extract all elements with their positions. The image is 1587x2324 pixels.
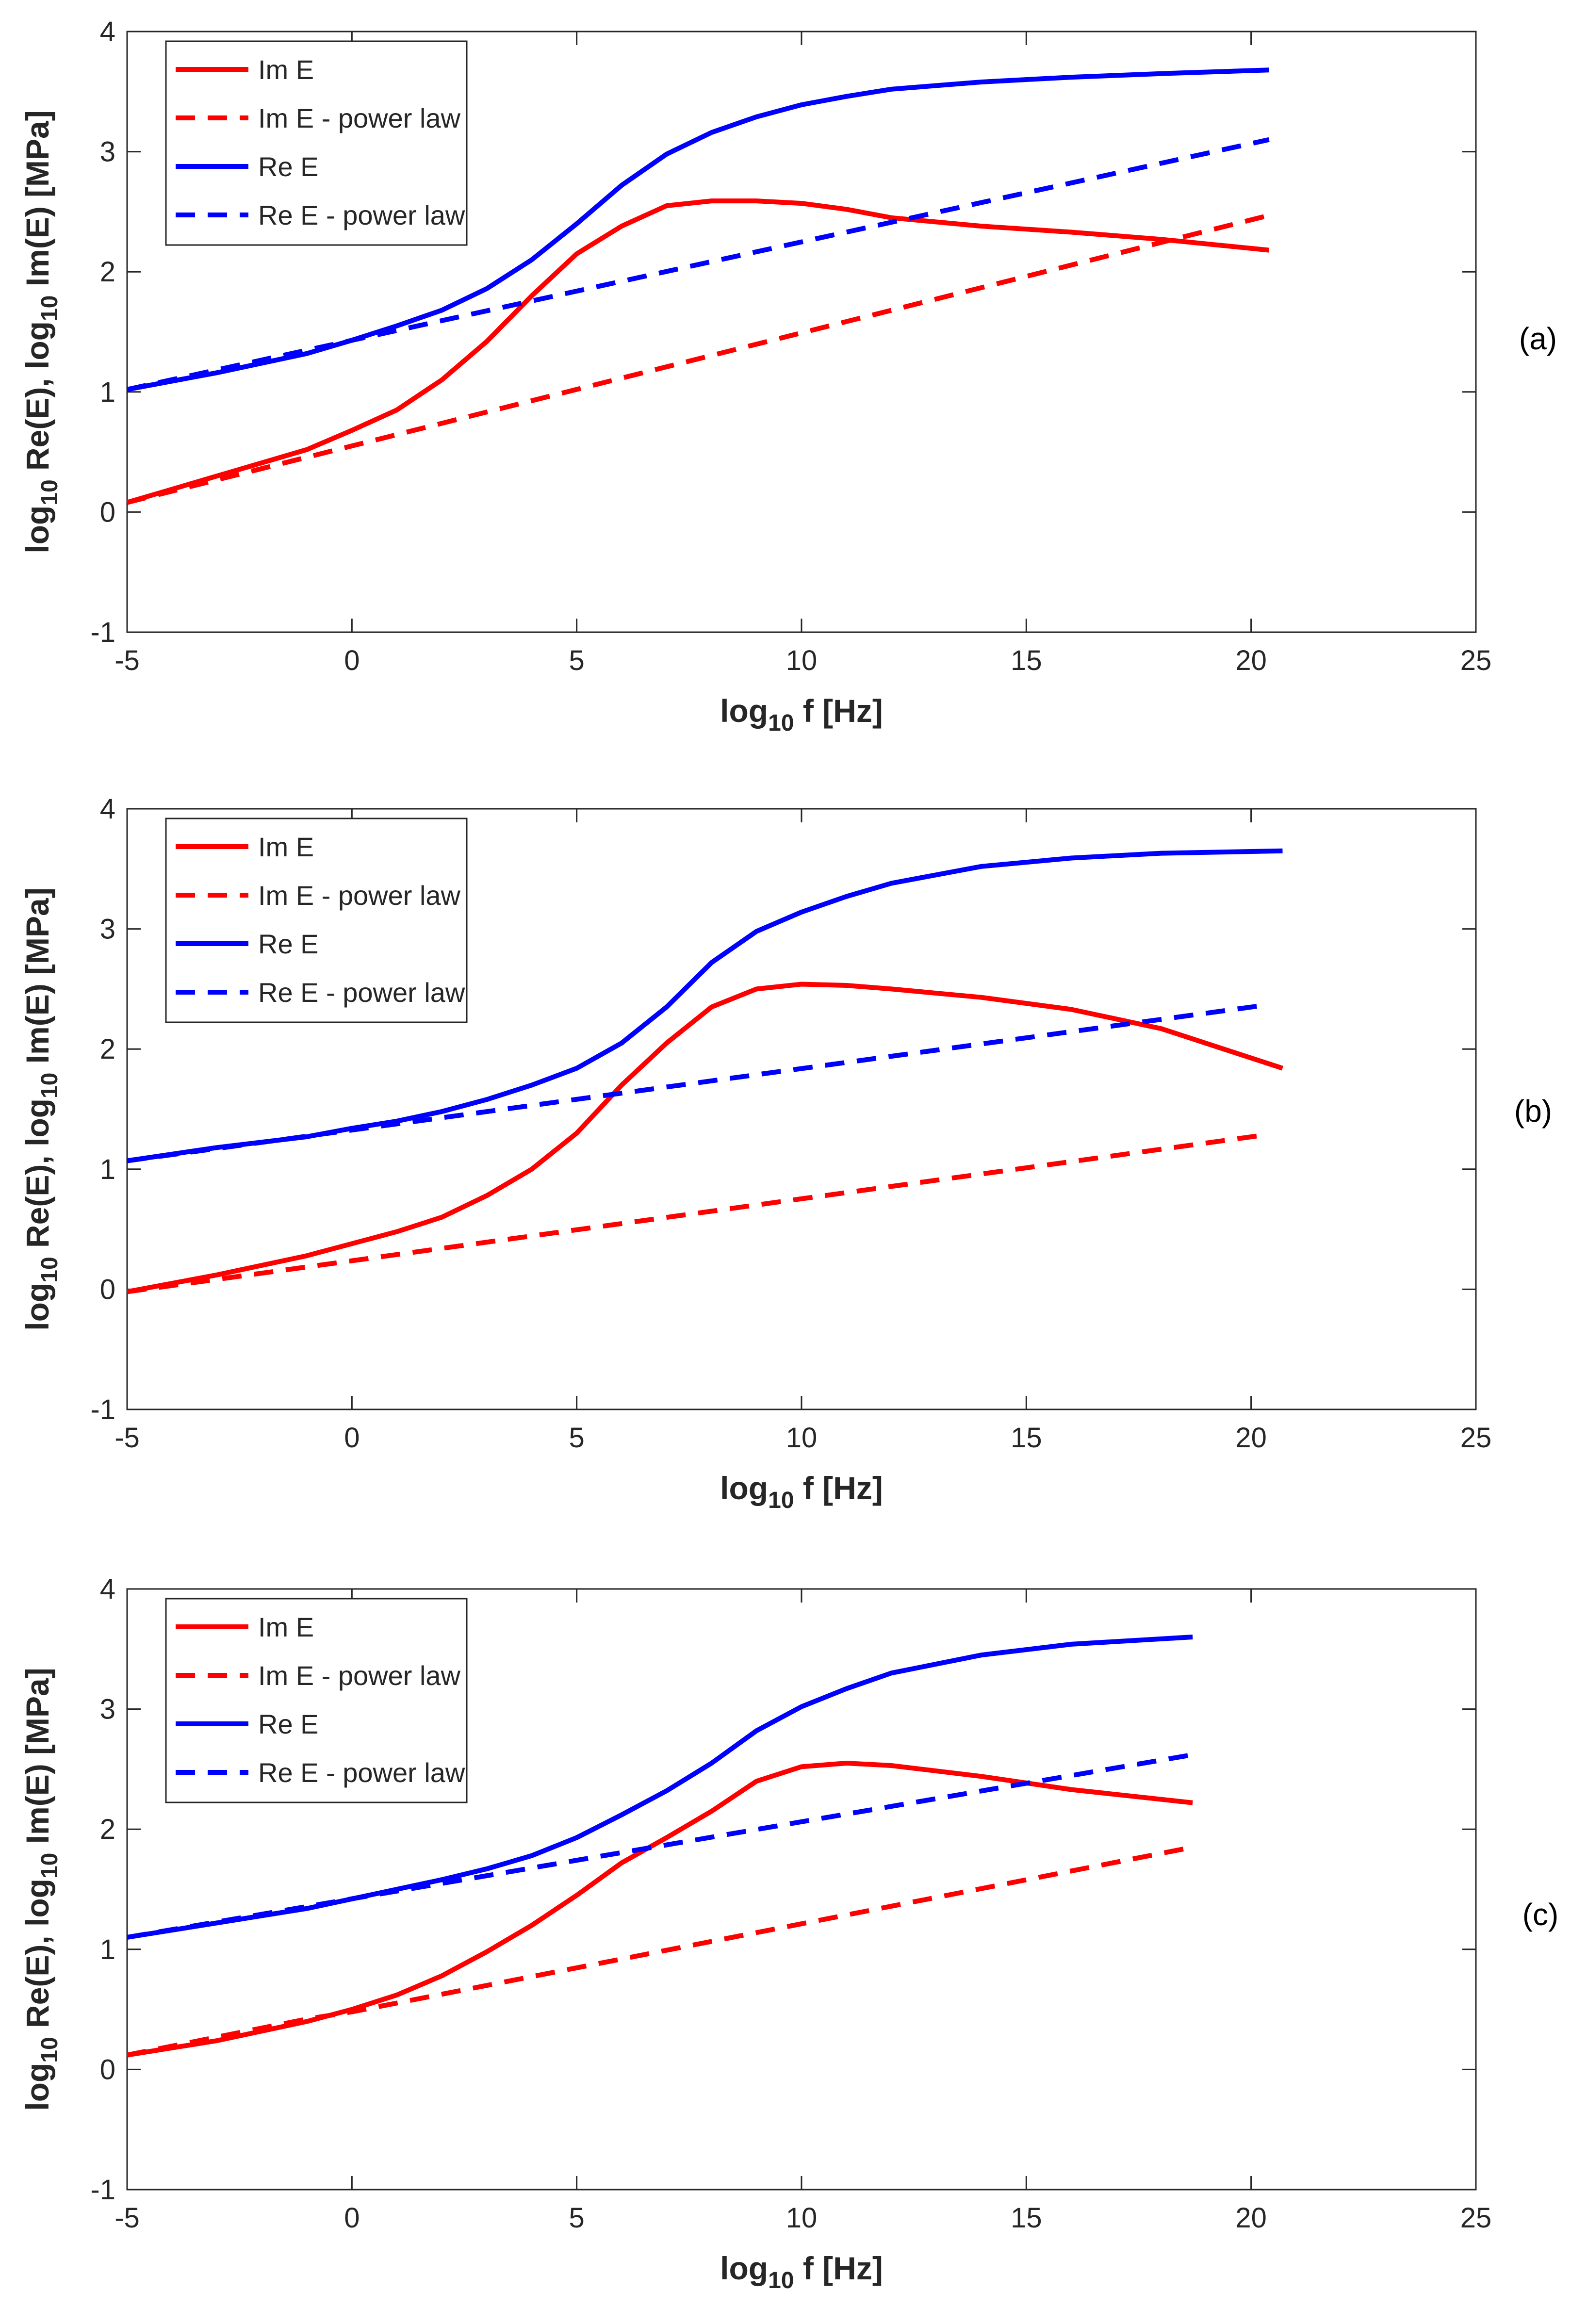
y-tick-label: 1 [100, 1934, 115, 1965]
legend-box [165, 1598, 468, 1803]
legend-entry-label: Re E - power law [258, 200, 465, 230]
legend-entry-label: Re E - power law [258, 1757, 465, 1788]
series-line-im-e-power-law [126, 213, 1270, 505]
x-tick-label: 20 [1235, 2202, 1267, 2234]
y-tick-label: 3 [100, 1694, 115, 1725]
legend-entry-label: Im E - power law [258, 880, 461, 911]
x-tick-label: 10 [786, 645, 818, 676]
chart-panel-c: -5 0 5 10 15 20 25 -1 0 1 2 3 4 Im E Im E - power law… [19, 1573, 1558, 2293]
y-tick-label: 0 [100, 1274, 115, 1305]
y-tick-label: 3 [100, 914, 115, 945]
legend-entry-label: Im E [258, 1612, 314, 1642]
panel-label: (c) [1522, 1897, 1559, 1932]
legend: Im E Im E - power law Re E Re E - power law [165, 40, 468, 246]
x-tick-label: -5 [115, 1422, 140, 1454]
y-axis-label: log10 Re(E), log10 Im(E) [MPa] [19, 110, 63, 553]
y-tick-label: 4 [100, 1573, 115, 1605]
x-tick-label: 25 [1460, 645, 1492, 676]
legend-entry-label: Im E [258, 54, 314, 85]
y-tick-label: 3 [100, 136, 115, 168]
legend-entry-label: Re E [258, 1709, 319, 1739]
y-tick-label: 1 [100, 1154, 115, 1185]
x-tick-label: 5 [569, 645, 585, 676]
x-tick-label: 10 [786, 1422, 818, 1454]
y-tick-label: 4 [100, 793, 115, 825]
y-axis-label: log10 Re(E), log10 Im(E) [MPa] [19, 1668, 63, 2111]
legend-entry-label: Im E - power law [258, 103, 461, 133]
legend-entry-label: Im E - power law [258, 1660, 461, 1691]
series-line-re-e-power-law [127, 1752, 1194, 1940]
y-tick-label: 1 [100, 376, 115, 408]
legend-entry-label: Re E - power law [258, 977, 465, 1008]
y-tick-label: 2 [100, 1814, 115, 1845]
x-tick-label: 25 [1460, 2202, 1492, 2234]
x-tick-label: 25 [1460, 1422, 1492, 1454]
x-tick-label: 15 [1011, 1422, 1042, 1454]
y-tick-label: 4 [100, 16, 115, 48]
y-tick-label: -1 [90, 617, 115, 648]
y-tick-label: 0 [100, 2054, 115, 2085]
y-tick-label: 0 [100, 496, 115, 528]
series-line-re-e-power-law [126, 137, 1270, 392]
y-tick-label: -1 [90, 2174, 115, 2206]
x-tick-label: 0 [344, 2202, 360, 2234]
x-tick-label: 10 [786, 2202, 818, 2234]
legend: Im E Im E - power law Re E Re E - power law [165, 818, 468, 1023]
panel-label: (b) [1514, 1094, 1552, 1129]
x-tick-label: 0 [344, 645, 360, 676]
series-line-im-e-power-law [127, 1845, 1194, 2058]
panel-label: (a) [1519, 321, 1557, 356]
x-tick-label: 20 [1235, 645, 1267, 676]
x-tick-label: 0 [344, 1422, 360, 1454]
x-tick-label: -5 [115, 645, 140, 676]
chart-panel-a: -5 0 5 10 15 20 25 -1 0 1 2 3 4 Im E Im E - power law… [19, 16, 1557, 736]
x-tick-label: 5 [569, 1422, 585, 1454]
legend-box [165, 40, 468, 246]
x-tick-label: 15 [1011, 2202, 1042, 2234]
series-line-im-e [127, 982, 1284, 1294]
legend: Im E Im E - power law Re E Re E - power law [165, 1598, 468, 1803]
x-tick-label: -5 [115, 2202, 140, 2234]
chart-panel-b: -5 0 5 10 15 20 25 -1 0 1 2 3 4 Im E Im E - power law… [19, 793, 1552, 1513]
series-line-im-e [126, 198, 1270, 505]
x-axis-label: log10 f [Hz] [720, 693, 883, 736]
legend-entry-label: Re E [258, 151, 319, 182]
legend-entry-label: Re E [258, 929, 319, 959]
y-axis-label: log10 Re(E), log10 Im(E) [MPa] [19, 887, 63, 1330]
x-axis-label: log10 f [Hz] [720, 1470, 883, 1513]
x-axis-label: log10 f [Hz] [720, 2250, 883, 2293]
x-tick-label: 5 [569, 2202, 585, 2234]
y-tick-label: -1 [90, 1394, 115, 1425]
legend-entry-label: Im E [258, 832, 314, 862]
y-tick-label: 2 [100, 1033, 115, 1065]
x-tick-label: 15 [1011, 645, 1042, 676]
y-tick-label: 2 [100, 256, 115, 288]
legend-box [165, 818, 468, 1023]
x-tick-label: 20 [1235, 1422, 1267, 1454]
